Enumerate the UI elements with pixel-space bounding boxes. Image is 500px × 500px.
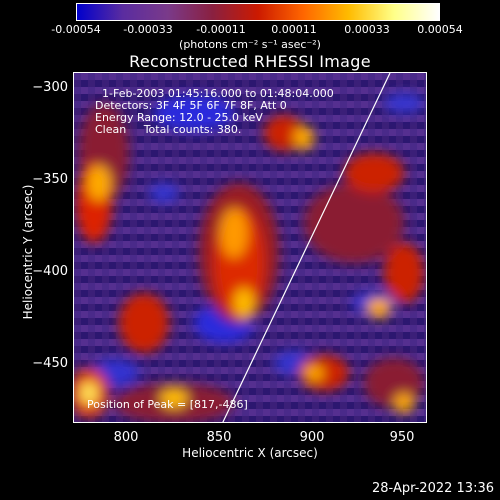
date-stamp: 28-Apr-2022 13:36 [372, 481, 494, 496]
clean-counts: Clean Total counts: 380. [95, 123, 242, 136]
image-plot [73, 72, 427, 423]
colorbar-tick: -0.00033 [123, 23, 173, 36]
peak-position: Position of Peak = [817,-486] [87, 398, 248, 411]
time-range: 1-Feb-2003 01:45:16.000 to 01:48:04.000 [102, 87, 334, 100]
y-tick: −300 [32, 80, 68, 95]
x-tick: 850 [206, 430, 232, 445]
position-line [222, 73, 391, 422]
x-axis-title: Heliocentric X (arcsec) [182, 446, 318, 460]
image-title: Reconstructed RHESSI Image [129, 52, 371, 71]
detectors: Detectors: 3F 4F 5F 6F 7F 8F, Att 0 [95, 99, 287, 112]
x-tick: 800 [113, 430, 139, 445]
colorbar [76, 3, 440, 21]
energy-range: Energy Range: 12.0 - 25.0 keV [95, 111, 263, 124]
y-axis-title: Heliocentric Y (arcsec) [21, 184, 35, 320]
colorbar-tick: 0.00011 [271, 23, 317, 36]
x-tick: 950 [389, 430, 415, 445]
y-tick: −450 [32, 356, 68, 371]
colorbar-tick: 0.00054 [417, 23, 463, 36]
x-tick: 900 [299, 430, 325, 445]
y-tick: −400 [32, 264, 68, 279]
colorbar-tick: -0.00054 [51, 23, 101, 36]
y-tick: −350 [32, 172, 68, 187]
colorbar-tick: -0.00011 [196, 23, 246, 36]
colorbar-units: (photons cm⁻² s⁻¹ asec⁻²) [179, 38, 321, 51]
colorbar-tick: 0.00033 [344, 23, 390, 36]
emission-blobs [74, 93, 424, 422]
image-heatmap [74, 73, 426, 422]
